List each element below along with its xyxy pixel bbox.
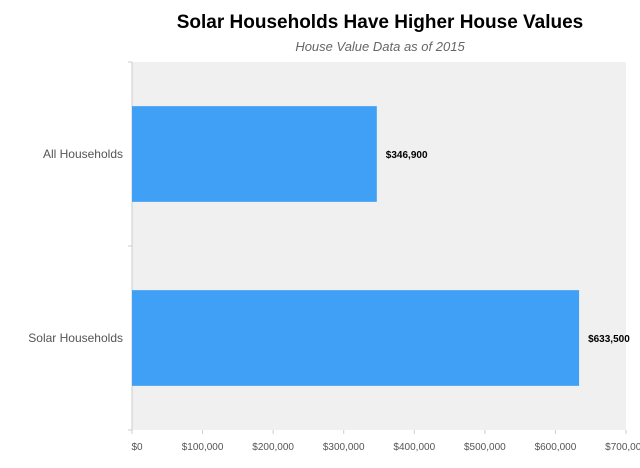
chart-title: Solar Households Have Higher House Value… [176,12,584,33]
x-tick-label: $0 [131,442,143,453]
bar-1 [132,106,377,202]
data-label: $633,500 [588,334,630,345]
category-label: Solar Households [28,331,123,345]
x-tick-label: $400,000 [393,442,435,453]
chart-subtitle: House Value Data as of 2015 [295,39,465,54]
bars-layer [132,106,580,386]
labels-layer: All Households $346,900 Solar Households $6… [28,147,630,345]
x-tick-label: $300,000 [323,442,365,453]
x-tick-label: $200,000 [252,442,294,453]
x-tick-label: $100,000 [182,442,224,453]
data-label: $346,900 [386,150,428,161]
x-tick-label: $500,000 [464,442,506,453]
x-tick-label: $700,000 [605,442,640,453]
x-tick-label: $600,000 [535,442,577,453]
bar-2 [132,290,580,386]
category-label: All Households [43,147,123,161]
